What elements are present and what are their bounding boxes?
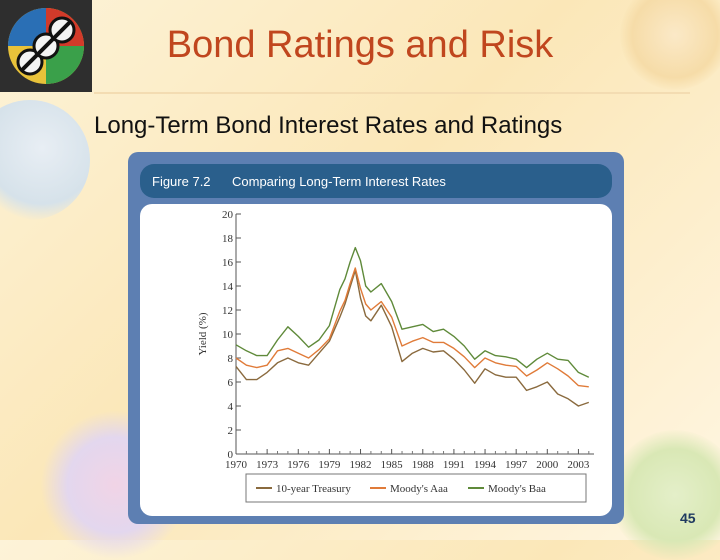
chart-svg: 0 2 4 6 8 10 12 14 16 18 20 1970 1973 1976 1979 1982 198…: [197, 209, 594, 503]
page-number: 45: [680, 510, 696, 526]
y-tick-label: 10: [222, 329, 234, 341]
series-line-2: [235, 246, 590, 378]
y-axis-label: Yield (%): [197, 312, 209, 355]
figure-number: Figure 7.2: [152, 174, 211, 189]
y-tick-label: 0: [228, 449, 234, 461]
y-tick-label: 12: [222, 305, 233, 317]
x-tick-label: 1979: [318, 459, 341, 471]
series-line-0: [235, 269, 590, 407]
figure-panel: Figure 7.2 Comparing Long-Term Interest …: [128, 152, 624, 524]
x-tick-label: 1973: [256, 459, 279, 471]
series-line-1: [235, 267, 589, 388]
legend-label-2: Moody's Baa: [488, 483, 546, 495]
decorative-circle-left-top: [0, 100, 90, 220]
logo-image: [0, 0, 92, 92]
y-tick-label: 20: [222, 209, 234, 221]
decorative-circle-right-bottom: [610, 430, 720, 560]
x-tick-label: 2003: [567, 459, 590, 471]
x-tick-label: 1982: [350, 459, 372, 471]
x-tick-label: 1988: [412, 459, 435, 471]
x-tick-label: 2000: [536, 459, 559, 471]
y-tick-label: 8: [228, 353, 234, 365]
legend-label-0: 10-year Treasury: [276, 483, 351, 495]
x-tick-label: 1991: [443, 459, 465, 471]
y-tick-label: 18: [222, 233, 234, 245]
x-tick-label: 1985: [381, 459, 404, 471]
legend-label-1: Moody's Aaa: [390, 483, 448, 495]
figure-header: Figure 7.2 Comparing Long-Term Interest …: [140, 164, 612, 198]
y-tick-label: 14: [222, 281, 234, 293]
x-tick-label: 1970: [225, 459, 248, 471]
x-tick-label: 1997: [505, 459, 528, 471]
legend-box: [245, 473, 587, 503]
y-tick-label: 16: [222, 257, 234, 269]
title-divider: [94, 92, 690, 94]
slide-title: Bond Ratings and Risk: [166, 24, 554, 66]
line-chart: 0 2 4 6 8 10 12 14 16 18 20 1970 1973 1976 1979 1982 198…: [140, 204, 612, 516]
y-tick-label: 6: [228, 377, 234, 389]
y-tick-label: 2: [228, 425, 234, 437]
decorative-circle-right-top: [620, 0, 720, 90]
slide-subtitle: Long-Term Bond Interest Rates and Rating…: [94, 112, 563, 139]
figure-title: Comparing Long-Term Interest Rates: [232, 174, 446, 189]
x-tick-label: 1976: [287, 459, 310, 471]
y-tick-label: 4: [228, 401, 234, 413]
x-tick-label: 1994: [474, 459, 497, 471]
chart-area: 0 2 4 6 8 10 12 14 16 18 20 1970 1973 1976 1979 1982 198…: [140, 204, 612, 516]
